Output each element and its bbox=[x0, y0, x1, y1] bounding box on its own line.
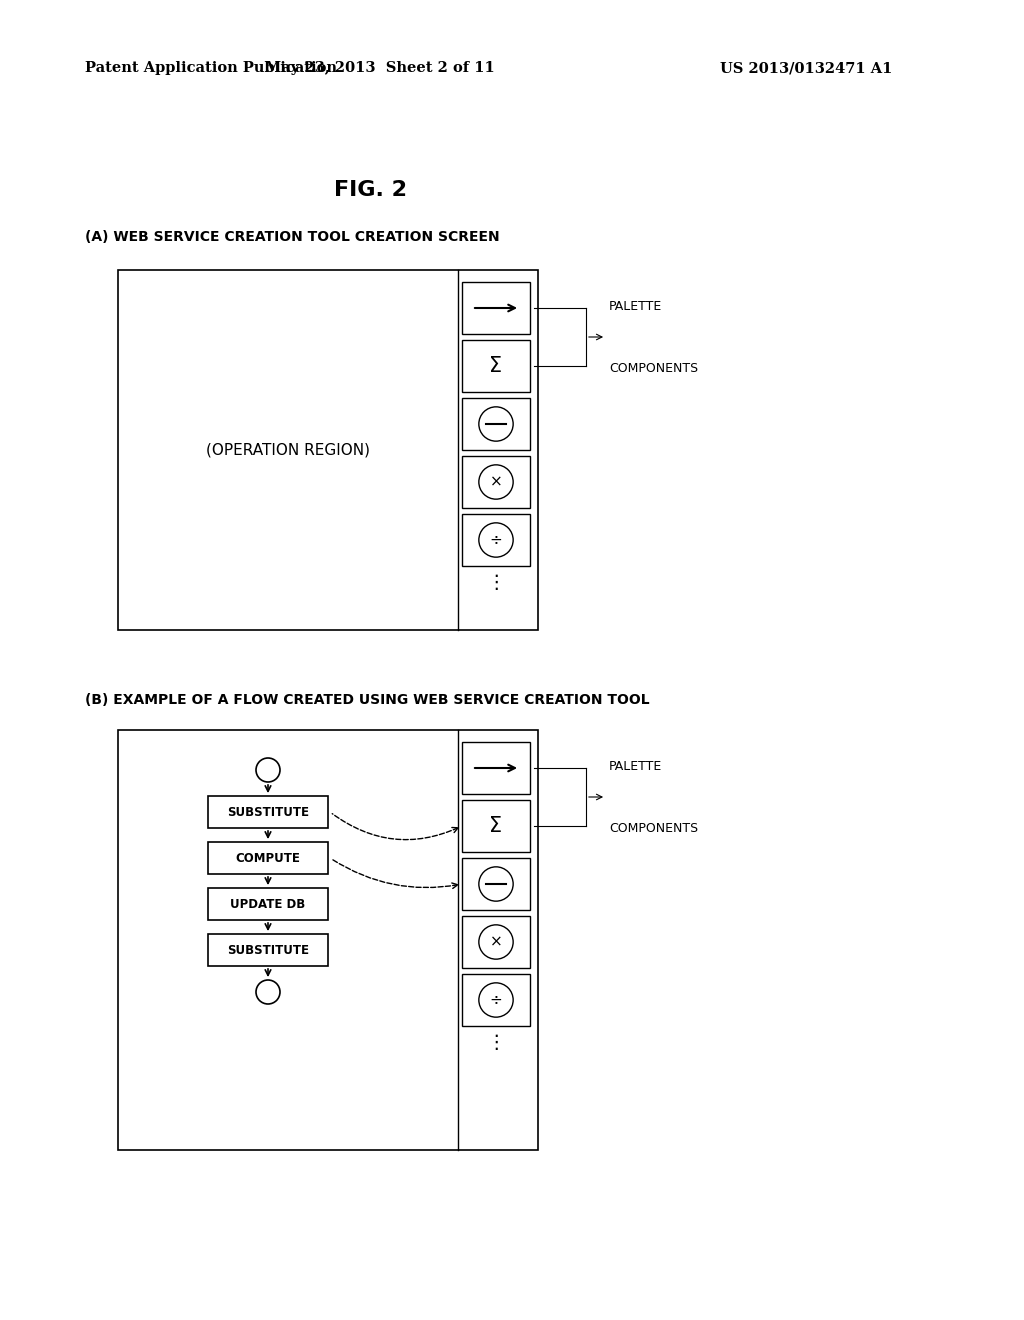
Text: May 23, 2013  Sheet 2 of 11: May 23, 2013 Sheet 2 of 11 bbox=[265, 61, 495, 75]
Bar bbox=[208, 888, 328, 920]
Bar bbox=[462, 974, 530, 1026]
Text: Σ: Σ bbox=[489, 816, 503, 836]
Text: ⋮: ⋮ bbox=[486, 573, 506, 591]
Bar bbox=[462, 800, 530, 851]
Text: US 2013/0132471 A1: US 2013/0132471 A1 bbox=[720, 61, 892, 75]
Text: PALETTE: PALETTE bbox=[609, 759, 663, 772]
Bar bbox=[208, 842, 328, 874]
Text: UPDATE DB: UPDATE DB bbox=[230, 898, 305, 911]
Text: ⋮: ⋮ bbox=[486, 1032, 506, 1052]
Bar bbox=[462, 282, 530, 334]
Bar bbox=[118, 271, 538, 630]
Bar bbox=[462, 455, 530, 508]
Text: PALETTE: PALETTE bbox=[609, 300, 663, 313]
Text: FIG. 2: FIG. 2 bbox=[334, 180, 407, 201]
Bar bbox=[462, 513, 530, 566]
Bar bbox=[462, 916, 530, 968]
Text: ÷: ÷ bbox=[489, 532, 503, 548]
Text: ×: × bbox=[489, 935, 503, 949]
Text: (OPERATION REGION): (OPERATION REGION) bbox=[206, 442, 370, 458]
Text: COMPUTE: COMPUTE bbox=[236, 851, 300, 865]
Text: Σ: Σ bbox=[489, 356, 503, 376]
Text: SUBSTITUTE: SUBSTITUTE bbox=[227, 944, 309, 957]
Bar bbox=[208, 935, 328, 966]
Text: SUBSTITUTE: SUBSTITUTE bbox=[227, 805, 309, 818]
Text: Patent Application Publication: Patent Application Publication bbox=[85, 61, 337, 75]
Text: COMPONENTS: COMPONENTS bbox=[609, 362, 698, 375]
Bar bbox=[462, 399, 530, 450]
Bar bbox=[462, 341, 530, 392]
Text: COMPONENTS: COMPONENTS bbox=[609, 821, 698, 834]
Bar bbox=[462, 742, 530, 795]
Text: (A) WEB SERVICE CREATION TOOL CREATION SCREEN: (A) WEB SERVICE CREATION TOOL CREATION S… bbox=[85, 230, 500, 244]
Bar bbox=[118, 730, 538, 1150]
Text: (B) EXAMPLE OF A FLOW CREATED USING WEB SERVICE CREATION TOOL: (B) EXAMPLE OF A FLOW CREATED USING WEB … bbox=[85, 693, 649, 708]
Text: ×: × bbox=[489, 474, 503, 490]
Text: ÷: ÷ bbox=[489, 993, 503, 1007]
Bar bbox=[462, 858, 530, 909]
Bar bbox=[208, 796, 328, 828]
